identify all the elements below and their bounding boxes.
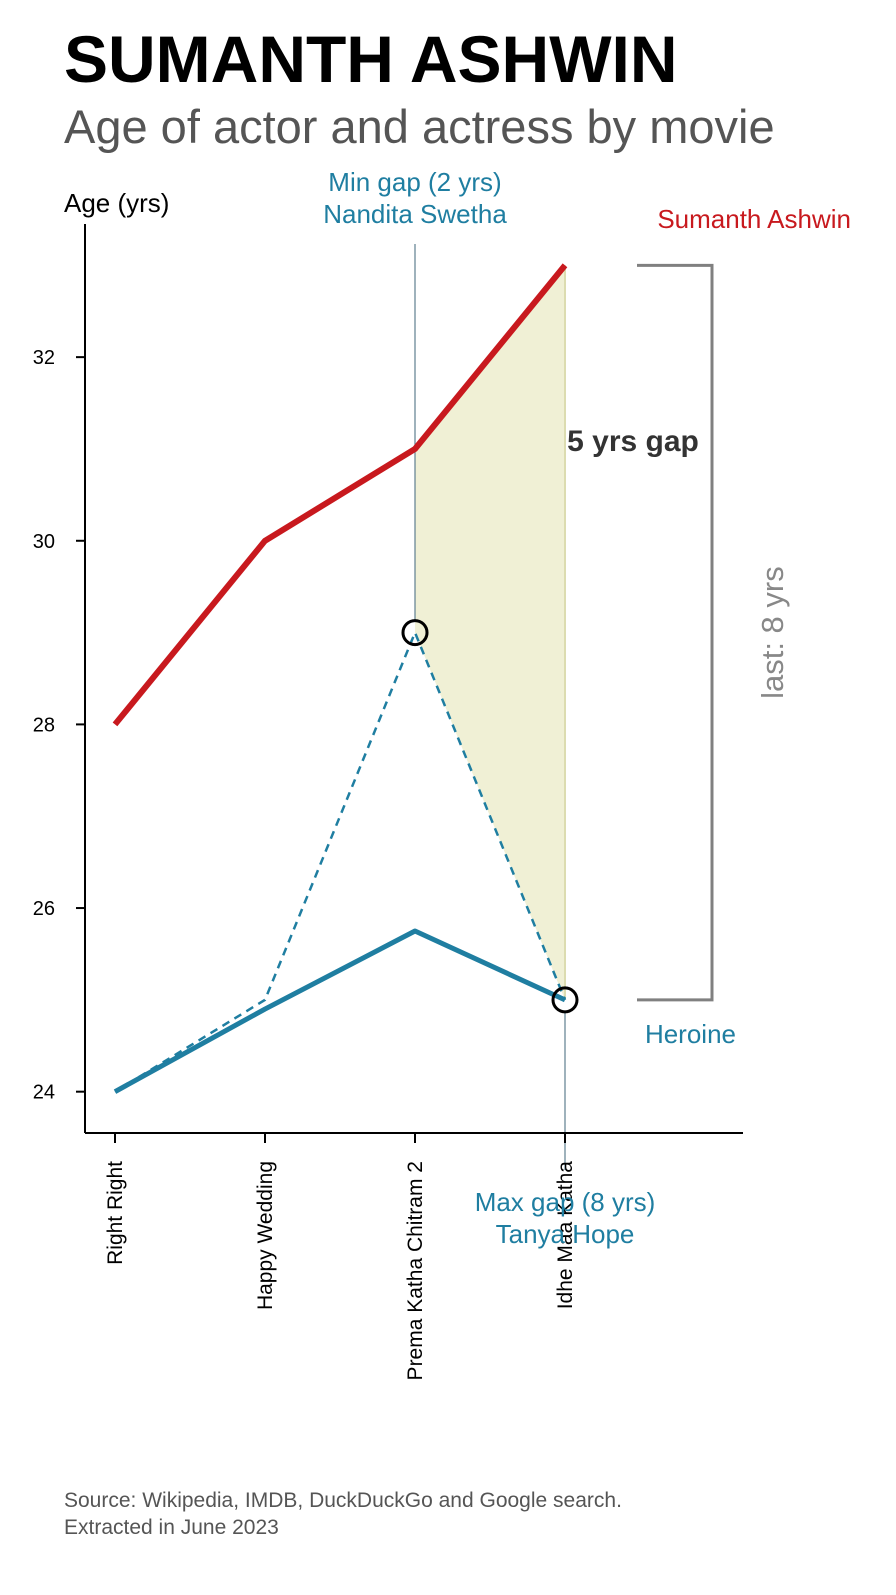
x-category-label: Idhe Maa Katha xyxy=(554,1161,577,1310)
series-label-sumanth-ashwin: Sumanth Ashwin xyxy=(657,204,851,234)
last-gap-bracket xyxy=(637,263,714,1002)
y-tick-label: 28 xyxy=(33,714,55,736)
x-category-label: Right Right xyxy=(104,1161,127,1265)
series-line-heroine-age-dashed xyxy=(114,629,567,1093)
max-gap-annotation-line2: Tanya Hope xyxy=(496,1219,635,1249)
series-line-heroine xyxy=(113,928,567,1094)
gap-shaded-area xyxy=(415,265,565,1000)
y-tick-label: 32 xyxy=(33,347,55,369)
y-tick-label: 26 xyxy=(33,898,55,920)
y-tick-label: 30 xyxy=(33,531,55,553)
source-note-line2: Extracted in June 2023 xyxy=(64,1516,279,1539)
x-category-label: Happy Wedding xyxy=(254,1161,277,1310)
min-gap-annotation-line2: Nandita Swetha xyxy=(323,199,507,229)
page-subtitle: Age of actor and actress by movie xyxy=(64,100,775,153)
series-line-sumanth-ashwin xyxy=(112,263,568,727)
last-gap-bracket-label: last: 8 yrs xyxy=(755,566,790,699)
series-label-heroine: Heroine xyxy=(645,1019,736,1049)
page-title: SUMANTH ASHWIN xyxy=(64,22,678,96)
min-gap-marker xyxy=(401,619,429,647)
min-gap-annotation-line1: Min gap (2 yrs) xyxy=(328,167,501,197)
gap-label: 5 yrs gap xyxy=(567,425,699,458)
max-gap-marker xyxy=(551,986,579,1014)
max-gap-annotation-line1: Max gap (8 yrs) xyxy=(475,1187,656,1217)
source-note-line1: Source: Wikipedia, IMDB, DuckDuckGo and … xyxy=(64,1489,622,1512)
x-category-label: Prema Katha Chitram 2 xyxy=(404,1161,427,1380)
y-axis-label: Age (yrs) xyxy=(64,188,169,218)
plot-area: 24 26 28 30 32 Right Right Happy Wedding Prema … xyxy=(33,167,851,1380)
y-tick-label: 24 xyxy=(33,1082,55,1104)
